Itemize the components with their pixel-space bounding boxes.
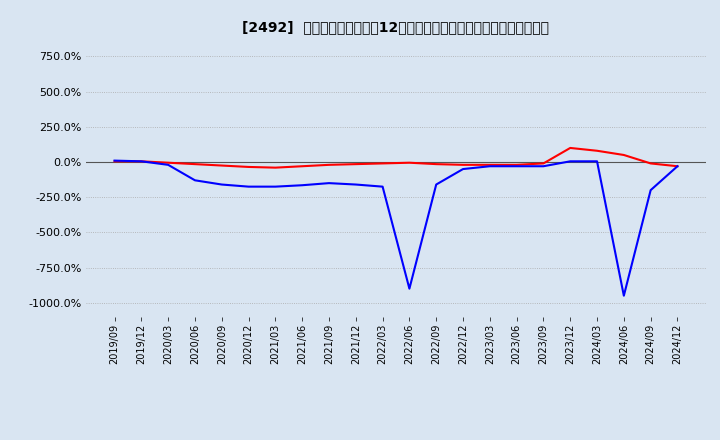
営業CF xyxy=(485,162,494,168)
営業CF xyxy=(566,145,575,150)
フリーCF xyxy=(539,164,548,169)
フリーCF xyxy=(298,183,307,188)
フリーCF xyxy=(485,164,494,169)
フリーCF xyxy=(351,182,360,187)
営業CF xyxy=(137,159,145,164)
営業CF xyxy=(271,165,279,170)
営業CF xyxy=(351,161,360,167)
営業CF xyxy=(673,164,682,169)
フリーCF xyxy=(271,184,279,189)
営業CF xyxy=(191,161,199,167)
Line: 営業CF: 営業CF xyxy=(114,148,678,168)
営業CF xyxy=(647,161,655,166)
フリーCF xyxy=(405,286,414,291)
フリーCF xyxy=(566,159,575,164)
営業CF xyxy=(513,162,521,168)
営業CF xyxy=(164,160,173,165)
営業CF xyxy=(459,162,467,168)
フリーCF xyxy=(593,159,601,164)
フリーCF xyxy=(673,164,682,169)
営業CF xyxy=(619,152,628,158)
営業CF xyxy=(298,164,307,169)
フリーCF xyxy=(378,184,387,189)
営業CF xyxy=(110,159,119,164)
フリーCF xyxy=(217,182,226,187)
営業CF xyxy=(244,164,253,169)
フリーCF xyxy=(191,178,199,183)
営業CF xyxy=(593,148,601,154)
フリーCF xyxy=(110,158,119,163)
Title: [2492]  キャッシュフローの12か月移動合計の対前年同期増減率の推移: [2492] キャッシュフローの12か月移動合計の対前年同期増減率の推移 xyxy=(243,20,549,34)
フリーCF xyxy=(459,166,467,172)
フリーCF xyxy=(137,159,145,164)
営業CF xyxy=(325,162,333,168)
営業CF xyxy=(432,161,441,167)
フリーCF xyxy=(432,182,441,187)
フリーCF xyxy=(619,293,628,298)
フリーCF xyxy=(513,164,521,169)
フリーCF xyxy=(647,187,655,193)
Line: フリーCF: フリーCF xyxy=(114,161,678,296)
営業CF xyxy=(539,161,548,166)
フリーCF xyxy=(325,180,333,186)
フリーCF xyxy=(164,162,173,168)
営業CF xyxy=(217,163,226,168)
フリーCF xyxy=(244,184,253,189)
営業CF xyxy=(405,160,414,165)
営業CF xyxy=(378,161,387,166)
